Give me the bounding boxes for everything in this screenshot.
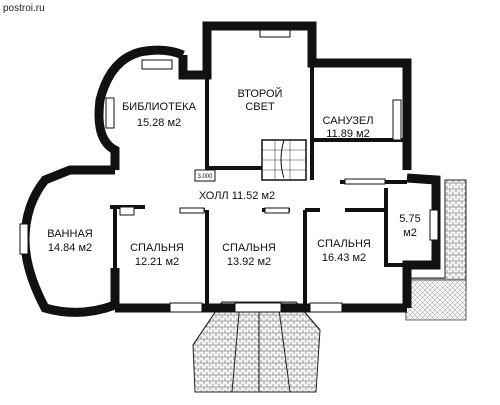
wall-small-room: [384, 188, 407, 267]
window-second-light: [259, 29, 291, 38]
library-area: 15.28 м2: [137, 117, 181, 129]
bay-window-tiles: [192, 301, 321, 393]
library-name: БИБЛИОТЕКА: [122, 101, 196, 113]
stair-steps: [262, 140, 306, 180]
bedroom3-area: 16.43 м2: [322, 252, 366, 264]
elevation-mark: 3.000: [197, 174, 213, 180]
wall-second-light-left: [205, 75, 262, 170]
hall-label: ХОЛЛ 11.52 м2: [199, 190, 275, 202]
door-bedroom2: [264, 207, 290, 214]
bathroom-unit-name: САНУЗЕЛ: [323, 115, 374, 127]
window-small-room: [429, 209, 439, 241]
window-bedroom2: [234, 302, 282, 313]
terrace-deck-right: [404, 279, 467, 321]
second-light-line1: ВТОРОЙ: [238, 87, 283, 100]
window-bedroom3: [309, 302, 343, 313]
site-label: postroi.ru: [3, 3, 45, 14]
bath-area: 14.84 м2: [48, 242, 92, 254]
second-light-line2: СВЕТ: [245, 101, 275, 113]
stair-arrow: [280, 139, 285, 179]
wall-east: [402, 173, 441, 308]
bedroom1-area: 12.21 м2: [135, 256, 179, 268]
bath-name: ВАННАЯ: [47, 228, 93, 240]
small-room-area-line2: м2: [403, 227, 417, 239]
elevation-box: [194, 169, 216, 182]
door-bedroom1: [179, 207, 205, 214]
bedroom2-name: СПАЛЬНЯ: [222, 242, 276, 254]
bedroom2-area: 13.92 м2: [227, 256, 271, 268]
window-bath: [19, 223, 29, 255]
bay-window-ribs: [192, 301, 321, 393]
window-bathroom-unit: [392, 99, 402, 141]
wall-library-north: [178, 21, 222, 80]
hall-rail: [344, 178, 386, 185]
small-room-area-line1: 5.75: [399, 213, 420, 225]
bedroom3-name: СПАЛЬНЯ: [317, 238, 371, 250]
bathroom-unit-area: 11.89 м2: [326, 128, 369, 140]
window-bedroom1: [169, 302, 203, 313]
bedroom1-name: СПАЛЬНЯ: [130, 242, 184, 254]
door-bath: [119, 206, 135, 216]
window-library-top: [141, 59, 173, 70]
window-library-side: [105, 97, 115, 129]
wall-bath-curve: [20, 165, 117, 317]
wall-library-curve: [94, 45, 185, 170]
